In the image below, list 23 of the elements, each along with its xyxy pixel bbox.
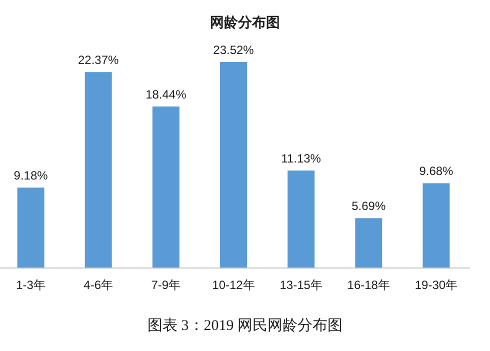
x-tick-label: 4-6年 [84,278,114,292]
bar [355,218,382,268]
data-label: 23.52% [213,43,254,57]
bar [152,106,180,268]
x-tick-label: 16-18年 [347,278,390,292]
bar [17,188,44,268]
x-tick-label: 7-9年 [151,278,181,292]
x-tick-label: 1-3年 [16,278,46,292]
x-tick-label: 13-15年 [280,278,322,292]
text: 图表 3：2019 网民网龄分布图 [148,317,342,334]
data-label: 11.13% [281,152,322,166]
data-label: 9.68% [419,164,454,178]
bar [220,62,247,268]
data-label: 9.18% [14,168,48,183]
bar [84,72,112,268]
x-tick-label: 10-12年 [212,278,255,292]
x-tick-label: 19-30年 [414,278,458,292]
bar [288,170,315,268]
data-label: 22.37% [78,53,120,68]
data-label: 5.69% [352,199,386,214]
data-label: 18.44% [146,87,187,102]
chart-title: 网龄分布图 [210,14,280,30]
bar [422,183,450,268]
